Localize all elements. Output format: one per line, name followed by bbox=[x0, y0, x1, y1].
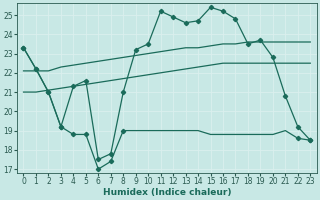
X-axis label: Humidex (Indice chaleur): Humidex (Indice chaleur) bbox=[103, 188, 231, 197]
